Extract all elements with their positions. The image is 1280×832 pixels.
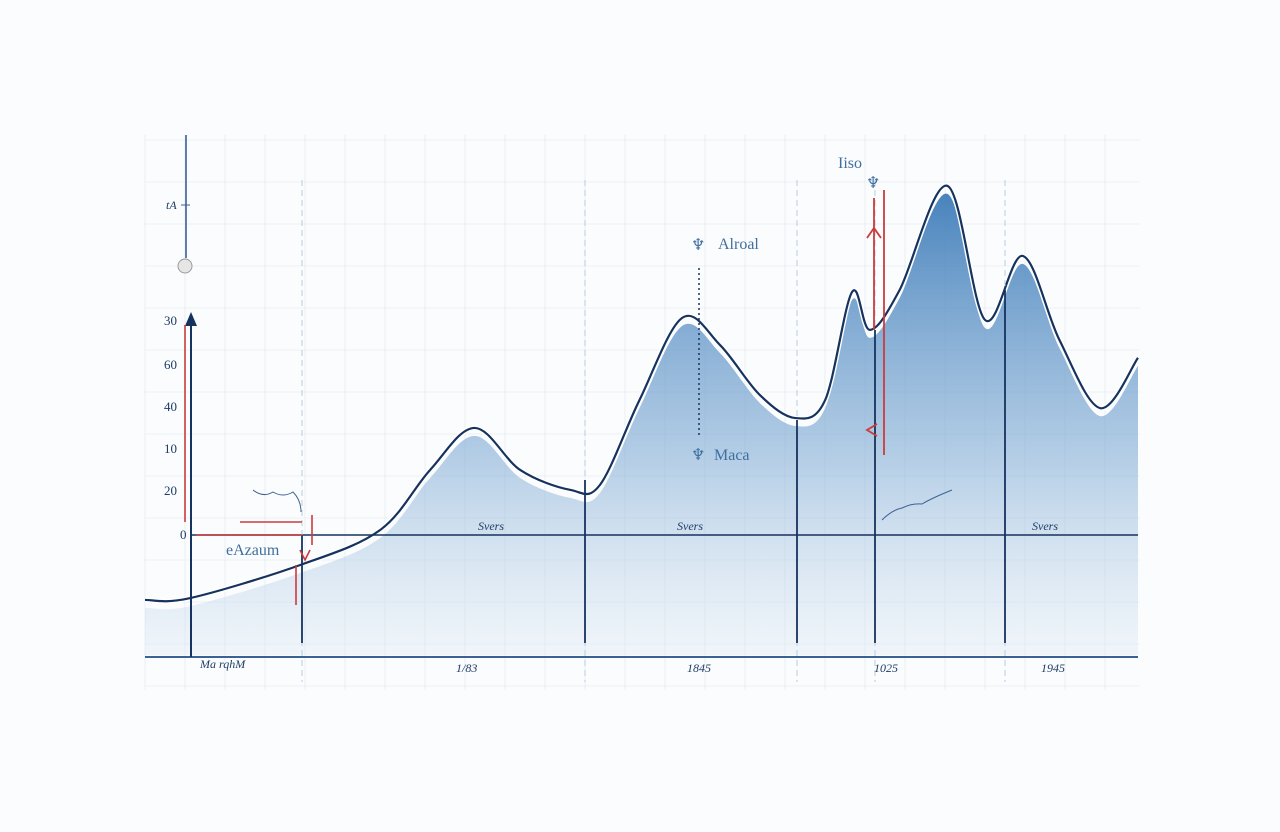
y-ticks: 30 60 40 10 20 0 — [164, 313, 187, 542]
y-tick-label: 0 — [180, 527, 187, 542]
pin-icon: ♆ — [866, 175, 880, 192]
scribble-annotation — [252, 489, 302, 513]
annotation-peak-bottom: Maca — [714, 447, 750, 464]
y-tick-label: 20 — [164, 483, 177, 498]
top-axis-label: tA — [166, 198, 177, 212]
band-label: Svers — [478, 519, 504, 533]
top-axis-knob-icon[interactable] — [177, 258, 193, 274]
y-tick-label: 10 — [164, 441, 177, 456]
x-tick-label: 1845 — [687, 661, 711, 675]
y-tick-label: 40 — [164, 399, 177, 414]
pin-icon: ♆ — [691, 237, 705, 254]
series-line — [144, 184, 1139, 603]
annotation-left: eAzaum — [226, 542, 280, 559]
y-axis-arrow-icon — [185, 312, 197, 326]
annotation-peak-top: Alroal — [718, 236, 759, 253]
scribble-annotation — [881, 489, 953, 521]
y-tick-label: 60 — [164, 357, 177, 372]
series-area — [145, 193, 1138, 656]
right-red-markers — [865, 190, 885, 455]
x-tick-label: 1025 — [874, 661, 898, 675]
left-red-markers — [196, 515, 313, 605]
band-label: Svers — [1032, 519, 1058, 533]
y-tick-label: 30 — [164, 313, 177, 328]
vertical-markers — [301, 180, 1006, 682]
x-tick-label: 1945 — [1041, 661, 1065, 675]
pin-icon: ♆ — [691, 447, 705, 464]
annotation-right-top: Iiso — [838, 155, 862, 172]
x-tick-label: 1/83 — [456, 661, 477, 675]
x-tick-label: Ma rqhM — [199, 657, 246, 671]
band-label: Svers — [677, 519, 703, 533]
